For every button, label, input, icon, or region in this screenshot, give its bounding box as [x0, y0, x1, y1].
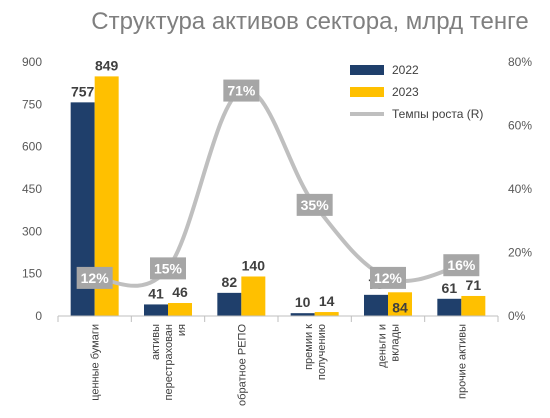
growth-label: 16%: [447, 257, 476, 273]
bar-value-label: 10: [295, 294, 311, 310]
y2-tick-label: 20%: [508, 246, 532, 260]
category-label: ия: [176, 324, 188, 336]
growth-label-box: [370, 266, 406, 289]
growth-label: 71%: [227, 83, 256, 99]
bar-2023: [168, 303, 192, 316]
y-tick-label: 600: [22, 140, 42, 154]
category-label: получению: [316, 324, 328, 380]
bar-value-label: 84: [392, 299, 408, 315]
chart-title: Структура активов сектора, млрд тенге: [91, 8, 529, 35]
growth-label: 12%: [81, 270, 110, 286]
bar-value-label: 41: [148, 285, 164, 301]
bar-value-label: 849: [95, 57, 119, 73]
category-label: премии к: [303, 324, 315, 370]
y-tick-label: 450: [22, 182, 42, 196]
bar-value-label: 140: [242, 257, 266, 273]
bar-2022: [437, 298, 462, 316]
category-label: вклады: [390, 324, 402, 362]
category-label: деньги и: [377, 324, 389, 368]
growth-label: 15%: [154, 260, 183, 276]
bar-2022: [364, 294, 388, 316]
bar-value-label: 46: [172, 284, 188, 300]
growth-label-box: [76, 266, 113, 289]
category-label: обратное РЕПО: [236, 324, 248, 406]
bar-2023: [388, 292, 412, 316]
growth-label: 35%: [301, 197, 330, 213]
y2-tick-label: 60%: [508, 119, 532, 133]
y2-tick-label: 0%: [508, 309, 526, 323]
bar-2023: [461, 295, 486, 316]
bar-2022: [217, 292, 242, 316]
legend-label: 2022: [392, 63, 419, 77]
y-tick-label: 900: [22, 55, 42, 69]
bar-value-label: 82: [222, 274, 238, 290]
legend-swatch-2023: [350, 87, 384, 97]
category-label: ценные бумаги: [90, 324, 102, 401]
category-label: перестрахован: [163, 324, 175, 401]
growth-label-box: [150, 257, 186, 280]
y-tick-label: 300: [22, 224, 42, 238]
y2-tick-label: 40%: [508, 182, 532, 196]
y-tick-label: 150: [22, 267, 42, 281]
bar-value-label: 61: [442, 280, 458, 296]
y2-tick-label: 80%: [508, 55, 532, 69]
growth-label-box: [443, 254, 480, 277]
bar-value-label: 14: [319, 293, 335, 309]
bar-value-label: 757: [71, 83, 95, 99]
legend-label: Темпы роста (R): [392, 107, 483, 121]
y-tick-label: 0: [35, 309, 42, 323]
category-label: активы: [150, 324, 162, 360]
category-label: прочие активы: [456, 324, 468, 399]
growth-label-box: [223, 79, 260, 102]
bar-2022: [144, 304, 168, 316]
legend-swatch-2022: [350, 65, 384, 75]
y-tick-label: 750: [22, 97, 42, 111]
growth-label: 12%: [374, 270, 403, 286]
legend-label: 2023: [392, 85, 419, 99]
bar-2022: [290, 313, 315, 316]
bar-2023: [314, 312, 339, 316]
bar-2023: [241, 276, 266, 316]
growth-label-box: [296, 193, 333, 216]
bar-value-label: 71: [466, 277, 482, 293]
